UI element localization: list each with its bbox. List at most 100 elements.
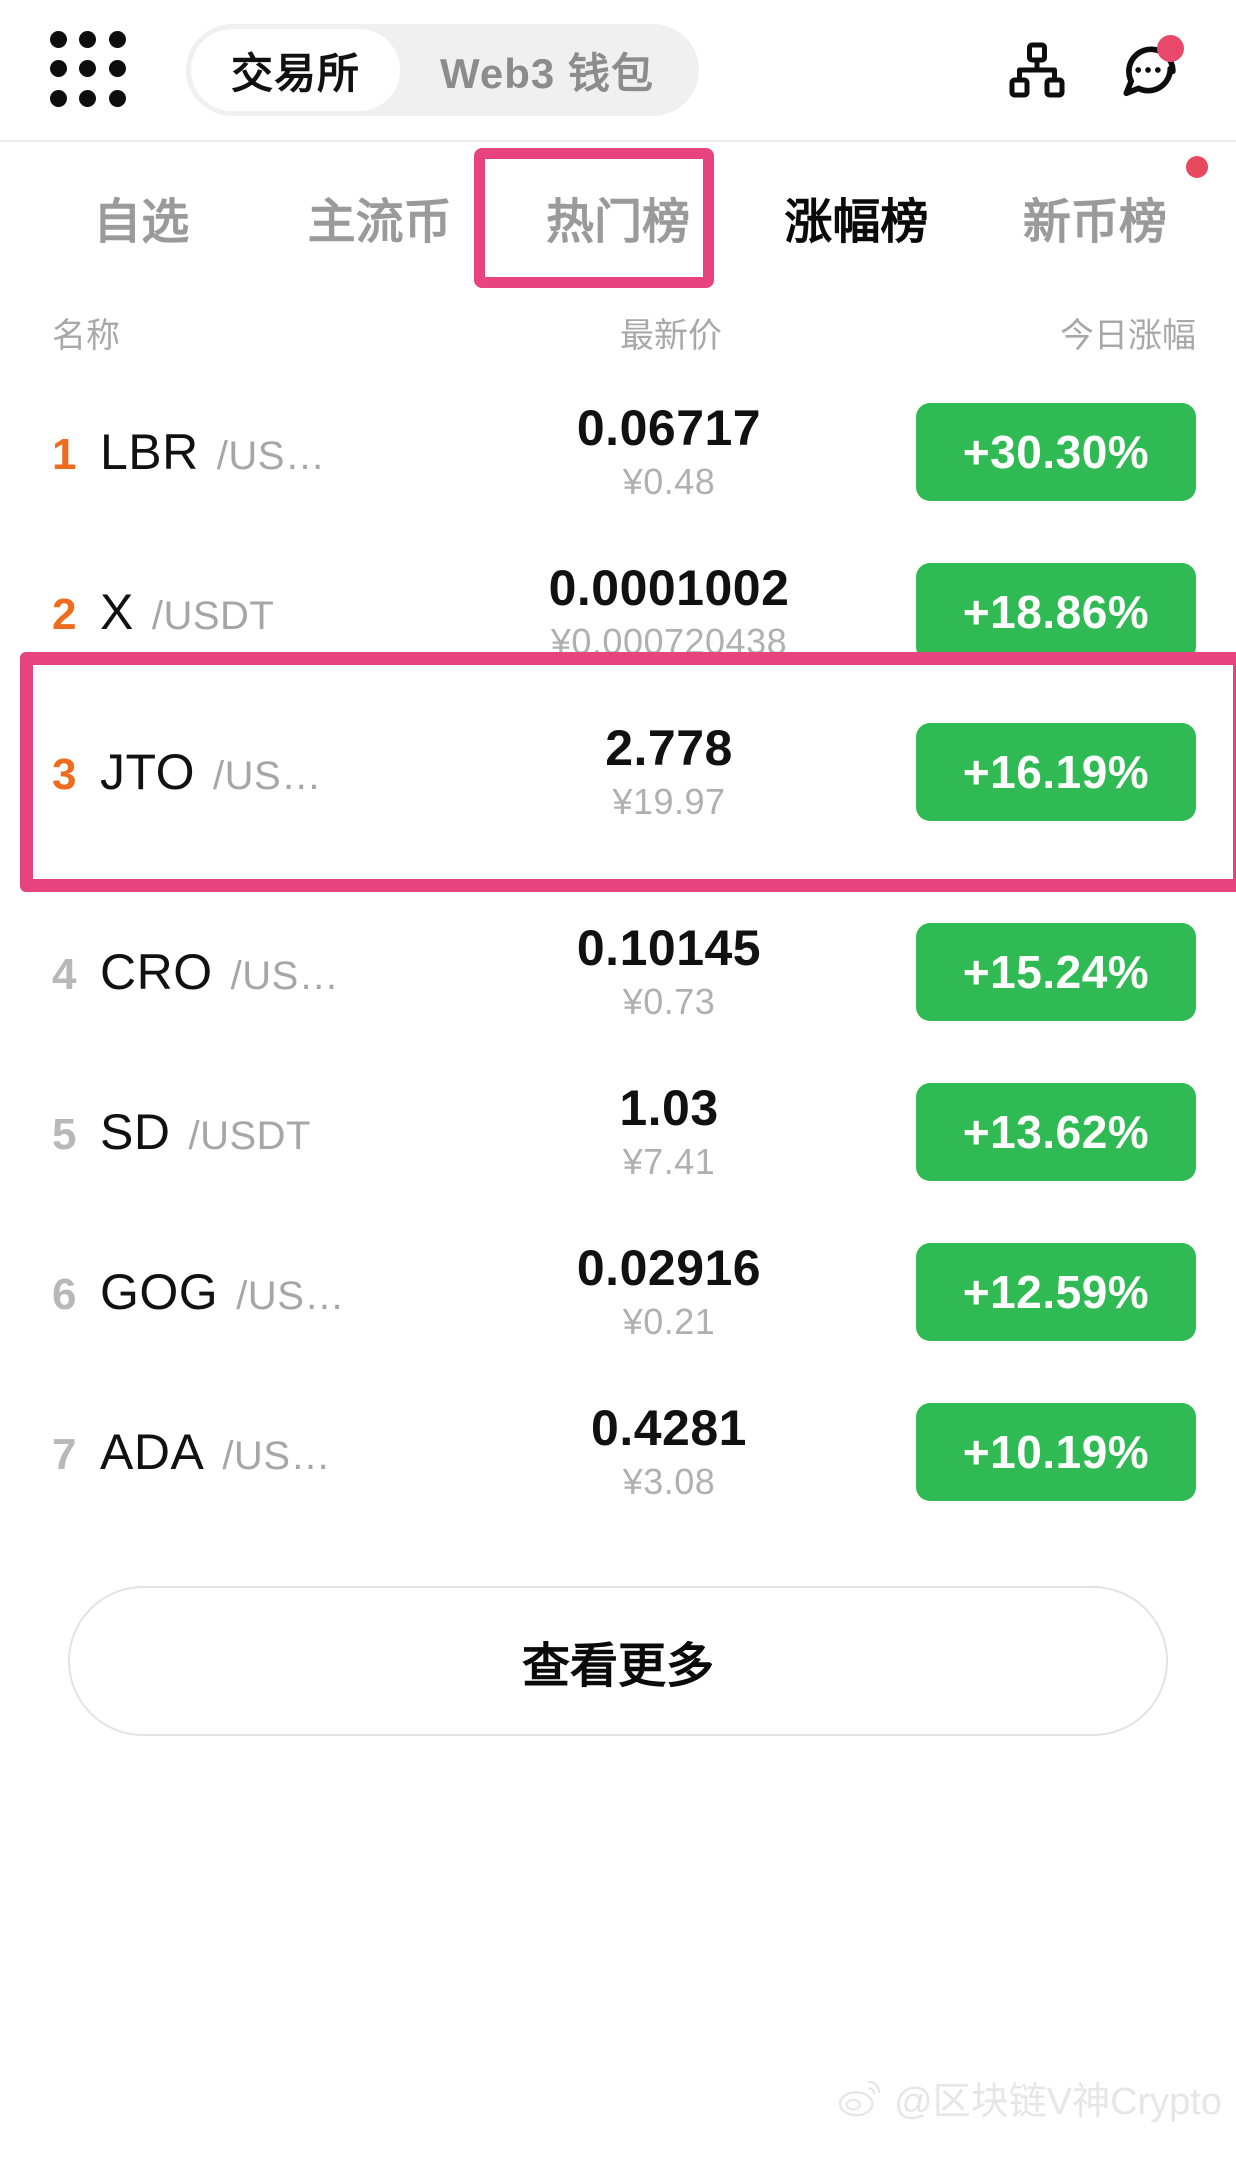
chat-bubble-icon[interactable]: [1116, 35, 1184, 101]
tab-favorites[interactable]: 自选: [22, 182, 260, 252]
segment-exchange[interactable]: 交易所: [191, 29, 401, 111]
grid-dot: [79, 89, 97, 107]
row-symbol: JTO: [100, 744, 196, 800]
row-price-cny: ¥0.000720438: [550, 621, 788, 662]
segment-web3-wallet[interactable]: Web3 钱包: [440, 49, 654, 97]
row-change-cell: +15.24%: [906, 923, 1196, 1021]
row-rank: 4: [52, 950, 77, 999]
market-tab-bar: 自选 主流币 热门榜 涨幅榜 新币榜: [0, 142, 1236, 292]
status-badge[interactable]: +12.59%: [916, 1243, 1196, 1341]
row-price: 0.4281: [591, 1400, 747, 1456]
row-quote-currency: /US…: [236, 1274, 345, 1318]
market-list: 1 LBR /US… 0.06717 ¥0.48 +30.30% 2 X /US…: [0, 372, 1236, 1532]
row-price-cell: 2.778 ¥19.97: [472, 721, 906, 823]
header-divider: [0, 140, 1236, 142]
row-rank: 7: [52, 1430, 77, 1479]
row-name-cell: 6 GOG /US…: [52, 1263, 472, 1321]
grid-dot: [108, 31, 126, 48]
row-name-cell: 2 X /USDT: [52, 583, 472, 641]
table-row[interactable]: 7 ADA /US… 0.4281 ¥3.08 +10.19%: [0, 1372, 1236, 1532]
row-quote-currency: /US…: [230, 954, 340, 998]
column-header-price: 最新价: [620, 316, 722, 355]
table-row[interactable]: 2 X /USDT 0.0001002 ¥0.000720438 +18.86%: [0, 532, 1236, 692]
row-symbol: SD: [100, 1104, 171, 1160]
row-name-cell: 1 LBR /US…: [52, 423, 472, 481]
row-price: 2.778: [605, 720, 733, 776]
column-header-name: 名称: [52, 316, 120, 355]
row-rank: 6: [52, 1270, 77, 1319]
table-row-highlight-wrapper: 3 JTO /US… 2.778 ¥19.97 +16.19%: [0, 652, 1236, 892]
status-badge[interactable]: +30.30%: [916, 403, 1196, 501]
row-name-cell: 3 JTO /US…: [52, 743, 472, 801]
grid-dot: [79, 60, 97, 78]
row-price: 0.0001002: [548, 560, 790, 616]
sitemap-icon[interactable]: [1006, 39, 1068, 101]
tab-new-coins[interactable]: 新币榜: [976, 156, 1214, 252]
chat-notification-badge: [1157, 35, 1184, 62]
row-price-cny: ¥0.48: [622, 461, 716, 502]
top-bar-icons: [1006, 35, 1196, 101]
table-row[interactable]: 5 SD /USDT 1.03 ¥7.41 +13.62%: [0, 1052, 1236, 1212]
row-price: 0.10145: [576, 920, 762, 976]
row-name-cell: 5 SD /USDT: [52, 1103, 472, 1161]
grid-dots-icon[interactable]: [50, 31, 128, 109]
row-change-cell: +30.30%: [906, 403, 1196, 501]
row-price-cny: ¥0.21: [622, 1301, 716, 1342]
table-row[interactable]: 3 JTO /US… 2.778 ¥19.97 +16.19%: [0, 692, 1236, 852]
tab-hot[interactable]: 热门榜: [499, 182, 737, 252]
watermark: @区块链V神Crypto: [838, 2070, 1222, 2125]
tab-gainers[interactable]: 涨幅榜: [737, 182, 975, 252]
row-rank: 2: [52, 590, 77, 639]
row-quote-currency: /US…: [216, 434, 326, 478]
status-badge[interactable]: +15.24%: [916, 923, 1196, 1021]
row-change-cell: +10.19%: [906, 1403, 1196, 1501]
row-change-cell: +18.86%: [906, 563, 1196, 661]
row-rank: 5: [52, 1110, 77, 1159]
tab-label: 涨幅榜: [784, 196, 929, 249]
row-symbol: GOG: [100, 1264, 219, 1320]
row-rank: 3: [52, 750, 77, 799]
table-row[interactable]: 4 CRO /US… 0.10145 ¥0.73 +15.24%: [0, 892, 1236, 1052]
view-more-wrapper: 查看更多: [0, 1532, 1236, 1736]
row-name-cell: 4 CRO /US…: [52, 943, 472, 1001]
row-price: 0.06717: [576, 400, 762, 456]
row-price-cell: 0.4281 ¥3.08: [472, 1401, 906, 1503]
row-quote-currency: /US…: [222, 1434, 331, 1478]
top-bar: 交易所 Web3 钱包: [0, 0, 1236, 140]
row-price-cell: 0.02916 ¥0.21: [472, 1241, 906, 1343]
grid-dot: [108, 89, 126, 107]
grid-dot: [50, 60, 67, 78]
row-quote-currency: /USDT: [188, 1114, 311, 1158]
row-price-cell: 0.0001002 ¥0.000720438: [472, 561, 906, 663]
view-more-button[interactable]: 查看更多: [68, 1586, 1168, 1736]
row-name-cell: 7 ADA /US…: [52, 1423, 472, 1481]
row-change-cell: +12.59%: [906, 1243, 1196, 1341]
row-price-cny: ¥0.73: [622, 981, 716, 1022]
status-badge[interactable]: +18.86%: [916, 563, 1196, 661]
grid-dot: [108, 60, 126, 78]
row-price-cell: 0.10145 ¥0.73: [472, 921, 906, 1023]
status-badge[interactable]: +13.62%: [916, 1083, 1196, 1181]
table-row[interactable]: 6 GOG /US… 0.02916 ¥0.21 +12.59%: [0, 1212, 1236, 1372]
tab-label: 热门榜: [546, 196, 691, 249]
status-badge[interactable]: +16.19%: [916, 723, 1196, 821]
column-header-row: 名称 最新价 今日涨幅: [0, 292, 1236, 372]
tab-mainstream[interactable]: 主流币: [260, 182, 498, 252]
row-symbol: ADA: [100, 1424, 205, 1480]
row-price-cny: ¥7.41: [622, 1141, 716, 1182]
table-row[interactable]: 1 LBR /US… 0.06717 ¥0.48 +30.30%: [0, 372, 1236, 532]
row-quote-currency: /US…: [213, 754, 322, 798]
status-badge[interactable]: +10.19%: [916, 1403, 1196, 1501]
row-price: 0.02916: [576, 1240, 762, 1296]
row-symbol: CRO: [100, 944, 213, 1000]
tab-label: 主流币: [307, 196, 452, 249]
row-change-cell: +16.19%: [906, 723, 1196, 821]
row-symbol: X: [100, 584, 134, 640]
mode-segmented-control: 交易所 Web3 钱包: [186, 24, 699, 116]
grid-dot: [50, 89, 67, 107]
watermark-text: @区块链V神Crypto: [894, 2081, 1222, 2123]
column-header-change: 今日涨幅: [1060, 316, 1196, 355]
row-quote-currency: /USDT: [151, 594, 275, 638]
tab-label: 新币榜: [1022, 196, 1167, 249]
row-price: 1.03: [619, 1080, 719, 1136]
